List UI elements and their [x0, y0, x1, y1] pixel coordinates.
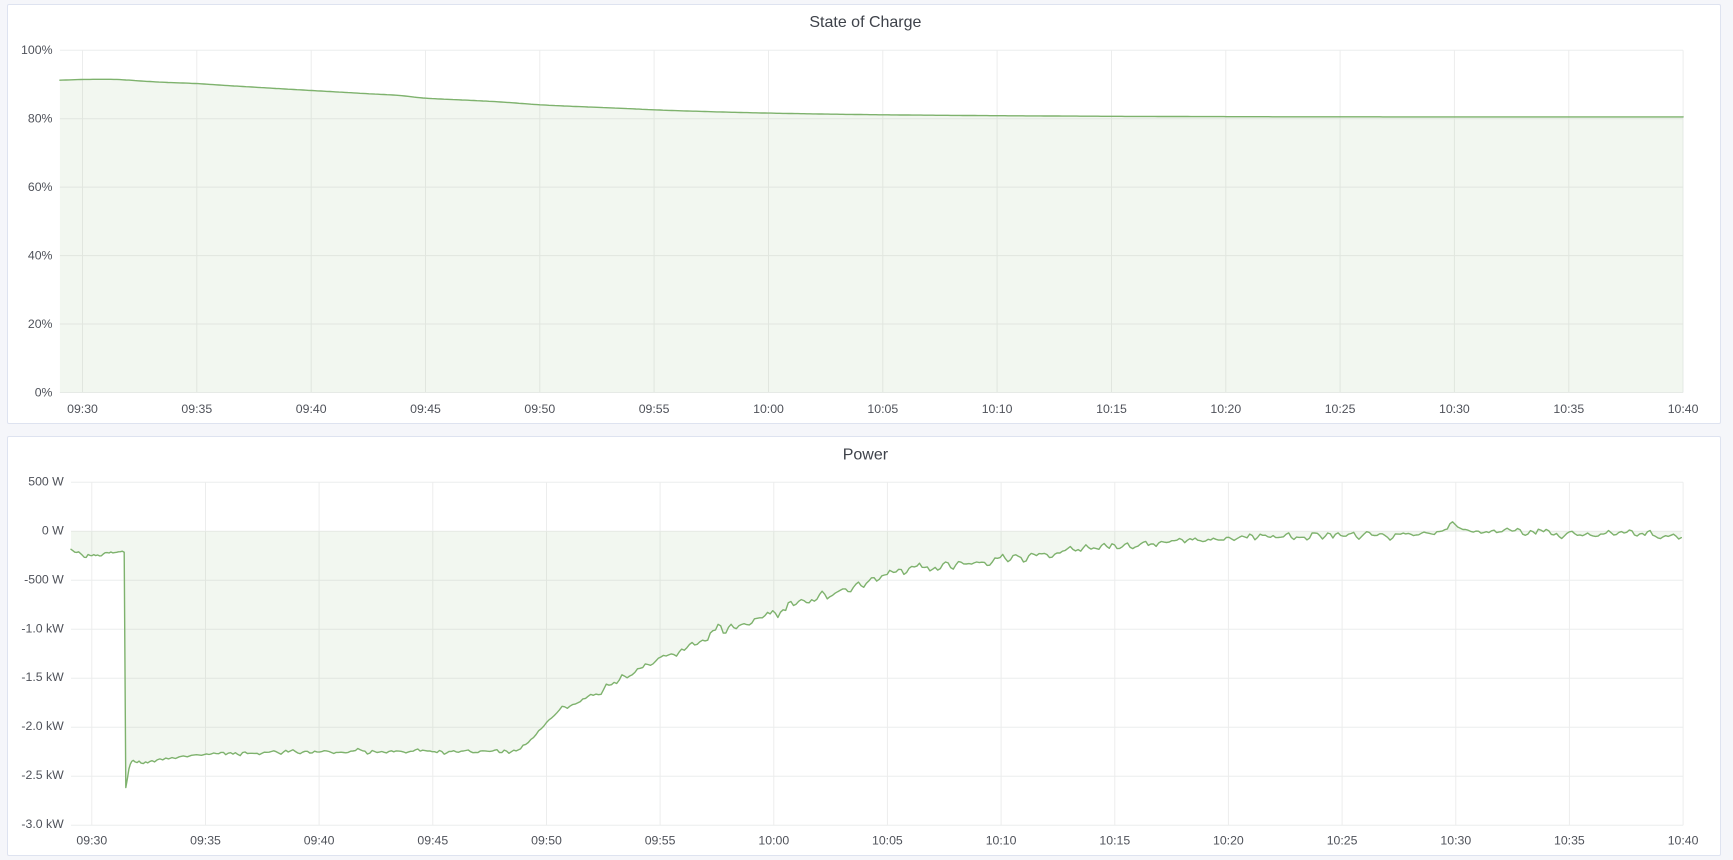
svg-text:10:15: 10:15: [1096, 402, 1127, 416]
svg-text:09:55: 09:55: [644, 834, 675, 848]
svg-text:-500 W: -500 W: [24, 572, 64, 586]
svg-text:10:20: 10:20: [1213, 834, 1244, 848]
svg-text:09:35: 09:35: [181, 402, 212, 416]
svg-text:10:30: 10:30: [1439, 402, 1470, 416]
svg-text:Power: Power: [842, 447, 888, 464]
svg-text:-1.0 kW: -1.0 kW: [21, 621, 64, 635]
svg-text:60%: 60%: [27, 180, 52, 194]
svg-text:10:25: 10:25: [1326, 834, 1357, 848]
svg-text:10:15: 10:15: [1099, 834, 1130, 848]
svg-text:20%: 20%: [27, 317, 52, 331]
svg-text:10:25: 10:25: [1324, 402, 1355, 416]
svg-text:09:50: 09:50: [524, 402, 555, 416]
svg-text:09:40: 09:40: [303, 834, 334, 848]
svg-text:09:45: 09:45: [410, 402, 441, 416]
svg-text:10:05: 10:05: [872, 834, 903, 848]
svg-text:40%: 40%: [27, 248, 52, 262]
svg-text:10:10: 10:10: [981, 402, 1012, 416]
svg-text:500 W: 500 W: [28, 474, 64, 488]
svg-text:-2.0 kW: -2.0 kW: [21, 719, 64, 733]
svg-text:State of Charge: State of Charge: [809, 14, 921, 31]
svg-text:10:05: 10:05: [867, 402, 898, 416]
svg-text:0 W: 0 W: [41, 523, 63, 537]
svg-text:09:30: 09:30: [67, 402, 98, 416]
svg-text:10:35: 10:35: [1554, 834, 1585, 848]
svg-text:10:35: 10:35: [1553, 402, 1584, 416]
svg-text:10:30: 10:30: [1440, 834, 1471, 848]
svg-text:10:40: 10:40: [1667, 834, 1698, 848]
svg-text:09:40: 09:40: [295, 402, 326, 416]
svg-text:-1.5 kW: -1.5 kW: [21, 670, 64, 684]
svg-text:10:00: 10:00: [758, 834, 789, 848]
svg-text:09:30: 09:30: [76, 834, 107, 848]
svg-text:09:35: 09:35: [190, 834, 221, 848]
svg-text:09:50: 09:50: [531, 834, 562, 848]
svg-text:10:20: 10:20: [1210, 402, 1241, 416]
svg-text:10:10: 10:10: [985, 834, 1016, 848]
svg-text:100%: 100%: [21, 43, 53, 57]
svg-text:-3.0 kW: -3.0 kW: [21, 817, 64, 831]
svg-text:0%: 0%: [34, 385, 52, 399]
svg-text:-2.5 kW: -2.5 kW: [21, 768, 64, 782]
svg-text:80%: 80%: [27, 112, 52, 126]
svg-text:09:45: 09:45: [417, 834, 448, 848]
svg-text:10:00: 10:00: [753, 402, 784, 416]
svg-text:09:55: 09:55: [638, 402, 669, 416]
svg-text:10:40: 10:40: [1667, 402, 1698, 416]
